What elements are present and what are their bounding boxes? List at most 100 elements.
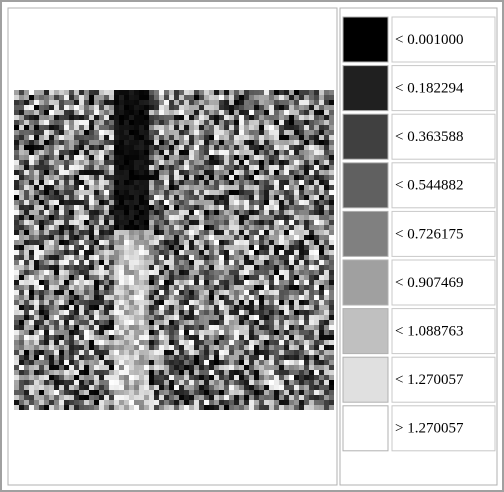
pixel <box>129 150 134 155</box>
pixel <box>259 105 264 110</box>
pixel <box>149 320 154 325</box>
pixel <box>214 260 219 265</box>
pixel <box>74 125 79 130</box>
pixel <box>104 280 109 285</box>
pixel <box>239 375 244 380</box>
pixel <box>209 170 214 175</box>
pixel <box>34 150 39 155</box>
pixel <box>139 145 144 150</box>
pixel <box>64 200 69 205</box>
pixel <box>254 185 259 190</box>
pixel <box>39 290 44 295</box>
pixel <box>134 345 139 350</box>
pixel <box>134 145 139 150</box>
pixel <box>189 305 194 310</box>
pixel <box>194 135 199 140</box>
pixel <box>309 185 314 190</box>
pixel <box>229 300 234 305</box>
pixel <box>39 175 44 180</box>
pixel <box>189 185 194 190</box>
pixel <box>294 135 299 140</box>
pixel <box>234 350 239 355</box>
pixel <box>194 405 199 410</box>
pixel <box>269 270 274 275</box>
pixel <box>309 110 314 115</box>
pixel <box>89 300 94 305</box>
pixel <box>229 330 234 335</box>
pixel <box>159 150 164 155</box>
pixel <box>119 345 124 350</box>
pixel <box>259 175 264 180</box>
pixel <box>59 270 64 275</box>
pixel <box>249 285 254 290</box>
pixel <box>74 190 79 195</box>
pixel <box>319 255 324 260</box>
pixel <box>194 225 199 230</box>
pixel <box>314 110 319 115</box>
pixel <box>109 385 114 390</box>
pixel <box>189 105 194 110</box>
pixel <box>309 250 314 255</box>
pixel <box>224 330 229 335</box>
pixel <box>44 125 49 130</box>
pixel <box>319 110 324 115</box>
pixel <box>14 280 19 285</box>
pixel <box>204 185 209 190</box>
pixel <box>119 255 124 260</box>
pixel <box>94 130 99 135</box>
pixel <box>69 315 74 320</box>
pixel <box>99 340 104 345</box>
pixel <box>329 390 334 395</box>
pixel <box>89 270 94 275</box>
pixel <box>144 260 149 265</box>
pixel <box>94 260 99 265</box>
pixel <box>279 235 284 240</box>
pixel <box>94 270 99 275</box>
pixel <box>199 275 204 280</box>
pixel <box>259 180 264 185</box>
pixel <box>164 390 169 395</box>
pixel <box>284 260 289 265</box>
pixel <box>119 245 124 250</box>
legend-label-box <box>391 308 496 355</box>
pixel <box>104 320 109 325</box>
pixel <box>59 315 64 320</box>
pixel <box>54 360 59 365</box>
pixel <box>184 110 189 115</box>
pixel <box>54 355 59 360</box>
pixel <box>239 170 244 175</box>
pixel <box>29 240 34 245</box>
pixel <box>74 280 79 285</box>
pixel <box>44 310 49 315</box>
pixel <box>164 215 169 220</box>
pixel <box>104 300 109 305</box>
pixel <box>144 115 149 120</box>
pixel <box>174 175 179 180</box>
pixel <box>84 330 89 335</box>
pixel <box>24 315 29 320</box>
pixel <box>309 95 314 100</box>
pixel <box>184 90 189 95</box>
pixel <box>99 200 104 205</box>
pixel <box>114 370 119 375</box>
pixel <box>199 90 204 95</box>
pixel <box>214 375 219 380</box>
pixel <box>34 160 39 165</box>
pixel <box>174 220 179 225</box>
pixel <box>284 180 289 185</box>
pixel <box>39 405 44 410</box>
pixel <box>279 120 284 125</box>
pixel <box>84 400 89 405</box>
pixel <box>39 165 44 170</box>
pixel <box>119 165 124 170</box>
pixel <box>229 350 234 355</box>
pixel <box>54 120 59 125</box>
pixel <box>154 90 159 95</box>
pixel <box>79 330 84 335</box>
pixel <box>69 210 74 215</box>
pixel <box>19 295 24 300</box>
pixel <box>284 185 289 190</box>
pixel <box>144 105 149 110</box>
pixel <box>69 325 74 330</box>
pixel <box>239 200 244 205</box>
